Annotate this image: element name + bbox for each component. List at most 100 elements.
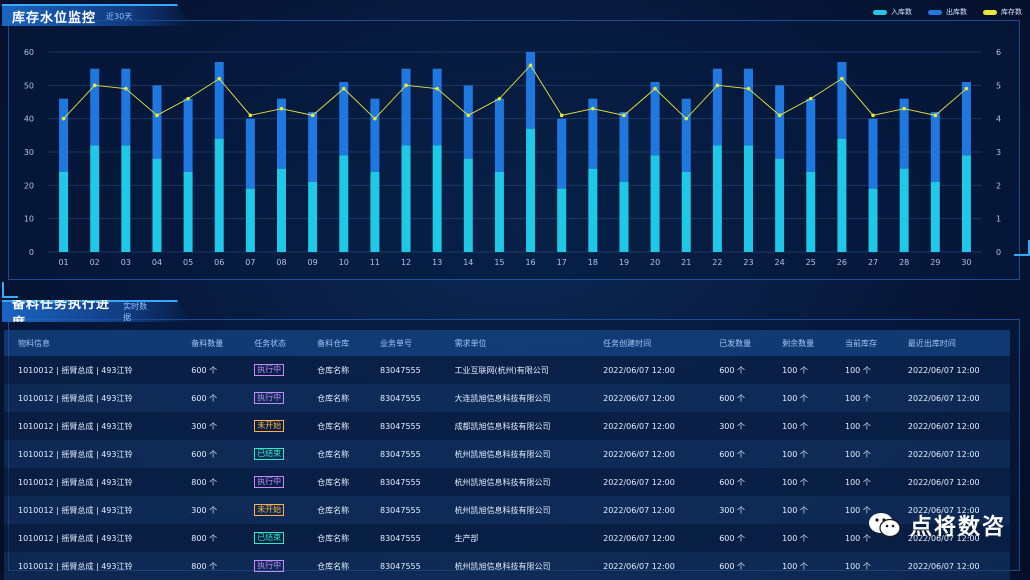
point-stock bbox=[559, 113, 564, 118]
col-current-stock: 当前库存 bbox=[831, 330, 894, 356]
task-panel-title: 备料任务执行进度 bbox=[12, 297, 111, 322]
x-tick-label: 19 bbox=[619, 258, 629, 267]
legend-label-stock: 库存数 bbox=[1001, 8, 1022, 16]
task-panel-header: 备料任务执行进度 实时数据 bbox=[2, 300, 192, 322]
y-left-tick-label: 0 bbox=[29, 248, 34, 257]
x-tick-label: 28 bbox=[899, 258, 909, 267]
legend-swatch-inbound bbox=[873, 9, 887, 15]
x-tick-label: 06 bbox=[214, 258, 224, 267]
cell-remaining-qty: 100 个 bbox=[768, 552, 831, 580]
bar-outbound bbox=[681, 98, 691, 172]
corner-accent bbox=[1014, 240, 1030, 256]
chart-legend: 入库数 出库数 库存数 bbox=[873, 7, 1022, 17]
cell-material-info: 1010012 | 摇臂总成 | 493江铃 bbox=[4, 412, 178, 440]
col-remaining-qty: 剩余数量 bbox=[768, 330, 831, 356]
bar-inbound bbox=[837, 138, 847, 252]
x-tick-label: 29 bbox=[930, 258, 940, 267]
point-stock bbox=[466, 113, 471, 118]
cell-prep-qty: 300 个 bbox=[177, 496, 241, 524]
table-row[interactable]: 1010012 | 摇臂总成 | 493江铃 300 个未开始 仓库名称 830475… bbox=[4, 496, 1010, 524]
table-row[interactable]: 1010012 | 摇臂总成 | 493江铃 600 个执行中 仓库名称 830475… bbox=[4, 384, 1010, 412]
cell-remaining-qty: 100 个 bbox=[768, 496, 831, 524]
col-order-no: 业务单号 bbox=[366, 330, 441, 356]
legend-swatch-stock bbox=[983, 9, 997, 15]
bar-outbound bbox=[650, 82, 660, 156]
y-right-tick-label: 6 bbox=[996, 48, 1001, 57]
cell-last-outbound-time: 2022/06/07 12:00 bbox=[893, 356, 1010, 384]
y-right-tick-label: 4 bbox=[996, 115, 1001, 124]
cell-material-info: 1010012 | 摇臂总成 | 493江铃 bbox=[4, 440, 178, 468]
cell-last-outbound-time: 2022/06/07 12:00 bbox=[893, 412, 1010, 440]
point-stock bbox=[124, 86, 128, 91]
bar-outbound bbox=[401, 68, 411, 146]
bar-inbound bbox=[370, 172, 380, 252]
x-tick-label: 27 bbox=[868, 258, 878, 267]
cell-remaining-qty: 100 个 bbox=[768, 440, 831, 468]
point-stock bbox=[217, 76, 222, 81]
cell-current-stock: 100 个 bbox=[831, 468, 894, 496]
cell-issued-qty: 300 个 bbox=[705, 412, 769, 440]
point-stock bbox=[653, 86, 657, 91]
table-row[interactable]: 1010012 | 摇臂总成 | 493江铃 300 个未开始 仓库名称 830475… bbox=[4, 412, 1010, 440]
x-tick-label: 17 bbox=[557, 258, 567, 267]
bar-outbound bbox=[152, 85, 162, 159]
cell-task-status: 执行中 bbox=[240, 552, 304, 580]
table-row[interactable]: 1010012 | 摇臂总成 | 493江铃 800 个 执行中 仓库名称 830475… bbox=[4, 552, 1010, 580]
legend-label-outbound: 出库数 bbox=[946, 8, 967, 16]
bar-outbound bbox=[432, 68, 442, 146]
status-badge: 未开始 bbox=[254, 420, 285, 432]
legend-item-inbound[interactable]: 入库数 bbox=[873, 7, 912, 17]
inventory-panel-header: 库存水位监控 近30天 bbox=[2, 4, 192, 26]
cell-last-outbound-time: 2022/06/07 12:00 bbox=[893, 440, 1010, 468]
watermark-text: 点将数咨 bbox=[909, 515, 1006, 540]
point-stock bbox=[871, 113, 875, 118]
point-stock bbox=[684, 116, 689, 121]
x-tick-label: 03 bbox=[121, 258, 131, 267]
status-badge: 未开始 bbox=[254, 504, 285, 516]
x-tick-label: 18 bbox=[588, 258, 598, 267]
cell-issued-qty: 600 个 bbox=[705, 524, 769, 552]
x-tick-label: 09 bbox=[308, 258, 318, 267]
point-stock bbox=[155, 113, 159, 118]
y-left-tick-label: 40 bbox=[24, 115, 34, 124]
cell-order-no: 83047555 bbox=[366, 552, 441, 580]
legend-swatch-outbound bbox=[928, 9, 942, 15]
cell-created-time: 2022/06/07 12:00 bbox=[589, 384, 706, 412]
bar-inbound bbox=[183, 172, 193, 252]
cell-issued-qty: 300 个 bbox=[705, 496, 769, 524]
x-tick-label: 10 bbox=[339, 258, 349, 267]
x-tick-label: 14 bbox=[463, 258, 473, 267]
col-task-status: 任务状态 bbox=[240, 330, 304, 356]
bar-inbound bbox=[557, 188, 567, 252]
cell-issued-qty: 600 个 bbox=[705, 356, 769, 384]
cell-demand-unit: 杭州凯旭信息科技有限公司 bbox=[440, 552, 590, 580]
bar-inbound bbox=[339, 155, 349, 252]
y-left-tick-label: 20 bbox=[24, 181, 34, 190]
cell-task-status: 未开始 bbox=[240, 496, 304, 524]
cell-order-no: 83047555 bbox=[366, 496, 441, 524]
inventory-chart-panel bbox=[8, 20, 1020, 280]
x-tick-label: 02 bbox=[90, 258, 100, 267]
point-stock bbox=[591, 106, 595, 111]
table-header-row: 物料信息 备料数量 任务状态 备料仓库 业务单号 需求单位 任务创建时间 已发数… bbox=[4, 330, 1010, 356]
legend-item-stock[interactable]: 库存数 bbox=[983, 7, 1022, 17]
col-material-info: 物料信息 bbox=[4, 330, 178, 356]
table-row[interactable]: 1010012 | 摇臂总成 | 493江铃 600 个已结束 仓库名称 830475… bbox=[4, 440, 1010, 468]
cell-order-no: 83047555 bbox=[366, 384, 441, 412]
x-tick-label: 11 bbox=[370, 258, 380, 267]
cell-created-time: 2022/06/07 12:00 bbox=[589, 468, 706, 496]
table-row[interactable]: 1010012 | 摇臂总成 | 493江铃 800 个 已结束 仓库名称 830475… bbox=[4, 524, 1010, 552]
x-tick-label: 07 bbox=[245, 258, 255, 267]
bar-inbound bbox=[961, 155, 971, 252]
table-row[interactable]: 1010012 | 摇臂总成 | 493江铃 800 个 执行中 仓库名称 830475… bbox=[4, 468, 1010, 496]
cell-created-time: 2022/06/07 12:00 bbox=[589, 552, 706, 580]
legend-item-outbound[interactable]: 出库数 bbox=[928, 7, 967, 17]
cell-prep-qty: 600 个 bbox=[177, 384, 241, 412]
point-stock bbox=[248, 113, 253, 118]
bar-inbound bbox=[214, 138, 224, 252]
point-stock bbox=[61, 116, 66, 121]
point-stock bbox=[310, 113, 315, 118]
table-row[interactable]: 1010012 | 摇臂总成 | 493江铃 600 个执行中 仓库名称 830475… bbox=[4, 356, 1010, 384]
bar-inbound bbox=[775, 158, 785, 252]
point-stock bbox=[964, 86, 969, 91]
